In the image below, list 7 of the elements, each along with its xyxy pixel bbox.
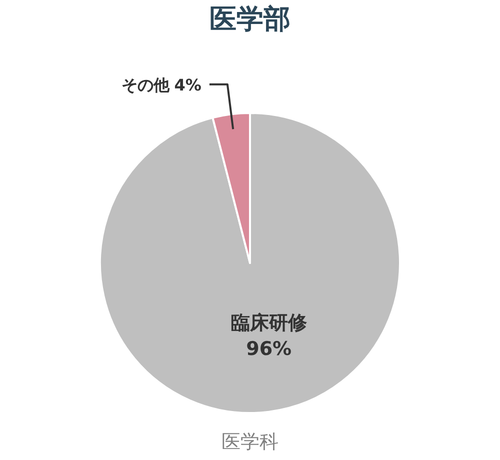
data-label: 96% <box>246 338 292 360</box>
data-label: 4% <box>174 75 202 94</box>
chart-title: 医学部 <box>210 4 290 35</box>
slice-label: その他 <box>121 75 170 94</box>
pie-slice <box>99 112 401 414</box>
slice-label: 臨床研修 <box>230 312 308 334</box>
text: 医学科 <box>222 431 278 453</box>
